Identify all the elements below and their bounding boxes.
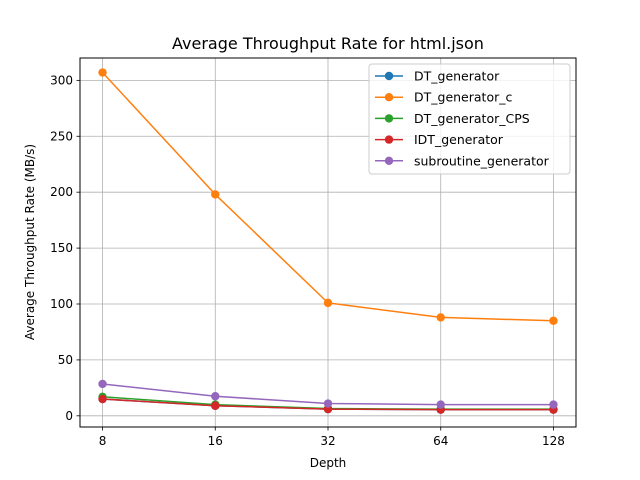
- legend-item: subroutine_generator: [375, 153, 550, 168]
- plot-series: [98, 68, 558, 414]
- legend-item: DT_generator_c: [375, 90, 512, 105]
- data-point: [549, 400, 558, 409]
- legend-frame: [368, 63, 571, 175]
- legend-label: DT_generator: [414, 69, 500, 84]
- data-point: [323, 399, 333, 408]
- y-tick-label: 100: [50, 297, 73, 311]
- legend-marker: [384, 135, 394, 144]
- data-point: [98, 379, 107, 389]
- legend-marker: [384, 156, 394, 165]
- legend-marker: [384, 71, 394, 81]
- data-point: [211, 401, 220, 410]
- y-axis: 0 50 100 150 200 250 300: [50, 73, 80, 423]
- data-point: [436, 313, 445, 322]
- x-axis-label: Depth: [310, 456, 347, 470]
- x-tick-label: 64: [433, 434, 448, 448]
- y-tick-label: 150: [50, 241, 73, 255]
- x-tick-label: 8: [99, 434, 107, 448]
- legend-marker: [384, 93, 394, 102]
- legend-label: IDT_generator: [414, 132, 504, 147]
- y-tick-label: 200: [50, 185, 73, 199]
- x-tick-label: 16: [208, 434, 223, 448]
- y-tick-label: 0: [65, 409, 73, 423]
- series-subroutine_generator: [98, 379, 558, 409]
- chart-title: Average Throughput Rate for html.json: [172, 34, 484, 53]
- legend-marker: [384, 114, 394, 123]
- series-DT_generator_c: [98, 68, 558, 325]
- data-point: [549, 316, 558, 325]
- legend-item: IDT_generator: [375, 132, 504, 147]
- data-point: [211, 190, 220, 199]
- x-tick-label: 32: [320, 434, 335, 448]
- legend-label: DT_generator_CPS: [414, 111, 530, 126]
- legend-label: subroutine_generator: [414, 153, 550, 168]
- legend-label: DT_generator_c: [414, 90, 512, 105]
- legend-item: DT_generator: [375, 69, 500, 84]
- data-point: [211, 392, 220, 401]
- data-point: [98, 68, 107, 77]
- data-point: [98, 394, 107, 404]
- legend: DT_generator DT_generator_c DT_generator_C…: [368, 63, 571, 175]
- y-tick-label: 250: [50, 129, 73, 143]
- data-point: [436, 400, 445, 409]
- x-axis: 8 16 32 64 128: [99, 427, 565, 448]
- y-axis-label: Average Throughput Rate (MB/s): [23, 144, 37, 340]
- data-point: [323, 298, 333, 308]
- x-tick-label: 128: [542, 434, 565, 448]
- legend-item: DT_generator_CPS: [375, 111, 530, 126]
- y-tick-label: 50: [58, 353, 73, 367]
- y-tick-label: 300: [50, 73, 73, 87]
